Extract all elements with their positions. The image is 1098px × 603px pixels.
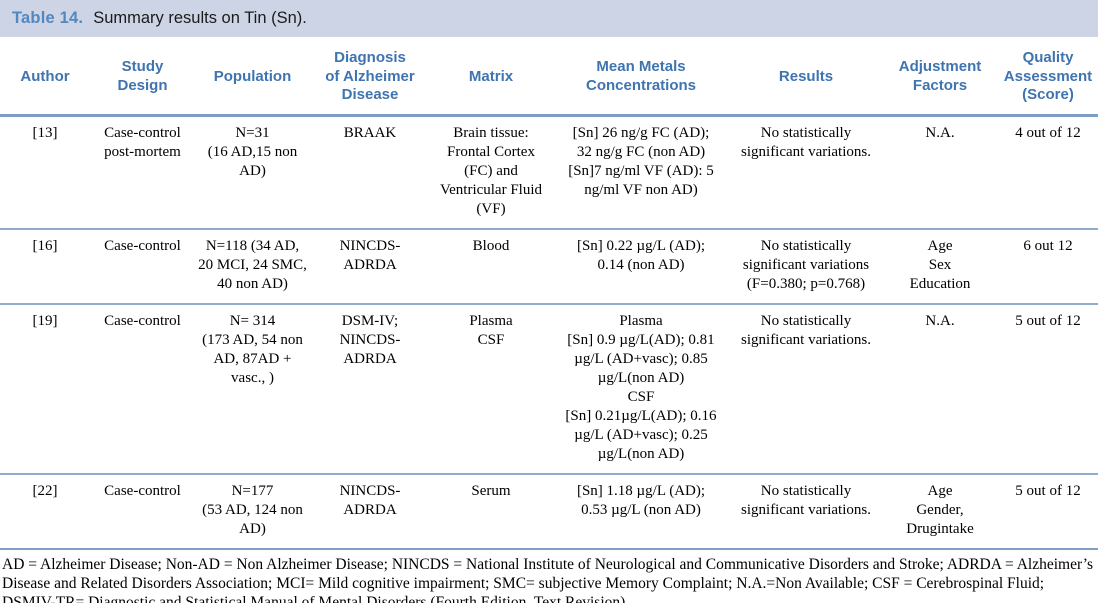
cell-matrix: Brain tissue: Frontal Cortex (FC) and Ve… bbox=[439, 124, 543, 217]
table-caption-text: Summary results on Tin (Sn). bbox=[93, 9, 307, 27]
cell-matrix: Serum bbox=[471, 482, 511, 499]
table-row: [19] Case-control N= 314 (173 AD, 54 non… bbox=[0, 303, 1098, 474]
cell-mean-metals: Plasma [Sn] 0.9 µg/L(AD); 0.81 µg/L (AD+… bbox=[565, 312, 717, 462]
cell-population: N=118 (34 AD, 20 MCI, 24 SMC, 40 non AD) bbox=[198, 237, 307, 292]
cell-study-design: Case-control bbox=[104, 482, 181, 499]
cell-adjustment: N.A. bbox=[925, 312, 955, 329]
table-body: [13] Case-control post-mortem N=31 (16 A… bbox=[0, 115, 1098, 549]
cell-study-design: Case-control post-mortem bbox=[104, 124, 181, 160]
column-header-results: Results bbox=[778, 67, 834, 85]
cell-results: No statistically significant variations. bbox=[741, 312, 871, 348]
cell-population: N= 314 (173 AD, 54 non AD, 87AD + vasc.,… bbox=[202, 312, 303, 386]
cell-study-design: Case-control bbox=[104, 312, 181, 329]
cell-population: N=177 (53 AD, 124 non AD) bbox=[202, 482, 303, 537]
table-header: Author Study Design Population Diagnosis… bbox=[0, 39, 1098, 116]
cell-quality: 4 out of 12 bbox=[1015, 124, 1081, 141]
column-header-study-design: Study Design bbox=[117, 58, 168, 94]
column-header-diagnosis: Diagnosis of Alzheimer Disease bbox=[325, 49, 415, 104]
cell-author: [22] bbox=[32, 482, 58, 499]
column-header-mean-metals: Mean Metals Concentrations bbox=[585, 58, 696, 94]
cell-adjustment: Age Gender, Drugintake bbox=[906, 482, 974, 537]
column-header-adjustment: Adjustment Factors bbox=[898, 58, 982, 94]
cell-author: [13] bbox=[32, 124, 58, 141]
cell-results: No statistically significant variations. bbox=[741, 124, 871, 160]
summary-table: Author Study Design Population Diagnosis… bbox=[0, 39, 1098, 550]
column-header-author: Author bbox=[20, 67, 70, 85]
cell-adjustment: N.A. bbox=[925, 124, 955, 141]
table-row: [22] Case-control N=177 (53 AD, 124 non … bbox=[0, 473, 1098, 549]
cell-population: N=31 (16 AD,15 non AD) bbox=[207, 124, 298, 179]
cell-quality: 5 out of 12 bbox=[1015, 312, 1081, 329]
header-row: Author Study Design Population Diagnosis… bbox=[0, 39, 1098, 116]
cell-quality: 6 out 12 bbox=[1023, 237, 1073, 254]
cell-adjustment: Age Sex Education bbox=[909, 237, 971, 292]
footnote: AD = Alzheimer Disease; Non-AD = Non Alz… bbox=[2, 555, 1094, 603]
cell-mean-metals: [Sn] 26 ng/g FC (AD); 32 ng/g FC (non AD… bbox=[568, 124, 714, 198]
table-row: [13] Case-control post-mortem N=31 (16 A… bbox=[0, 115, 1098, 229]
column-header-population: Population bbox=[213, 67, 292, 85]
cell-results: No statistically significant variations. bbox=[741, 482, 871, 518]
cell-mean-metals: [Sn] 0.22 µg/L (AD); 0.14 (non AD) bbox=[576, 237, 706, 273]
table-caption: Table 14. Summary results on Tin (Sn). bbox=[0, 0, 1098, 37]
cell-results: No statistically significant variations … bbox=[742, 237, 870, 292]
cell-diagnosis: NINCDS- ADRDA bbox=[339, 237, 401, 273]
cell-author: [19] bbox=[32, 312, 58, 329]
table-row: [16] Case-control N=118 (34 AD, 20 MCI, … bbox=[0, 228, 1098, 304]
cell-quality: 5 out of 12 bbox=[1015, 482, 1081, 499]
cell-author: [16] bbox=[32, 237, 58, 254]
table-caption-label: Table 14. bbox=[12, 9, 84, 27]
cell-matrix: Blood bbox=[472, 237, 510, 254]
column-header-quality: Quality Assessment (Score) bbox=[1003, 49, 1093, 104]
cell-diagnosis: BRAAK bbox=[343, 124, 397, 141]
cell-matrix: Plasma CSF bbox=[469, 312, 513, 348]
cell-diagnosis: NINCDS- ADRDA bbox=[339, 482, 401, 518]
column-header-matrix: Matrix bbox=[468, 67, 514, 85]
cell-mean-metals: [Sn] 1.18 µg/L (AD); 0.53 µg/L (non AD) bbox=[576, 482, 706, 518]
cell-study-design: Case-control bbox=[104, 237, 181, 254]
cell-diagnosis: DSM-IV; NINCDS- ADRDA bbox=[339, 312, 401, 367]
